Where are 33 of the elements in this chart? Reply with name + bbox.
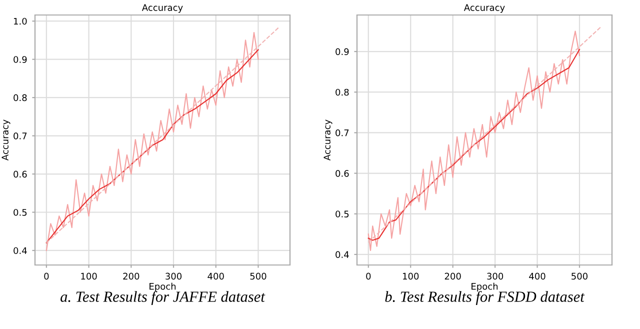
y-tick-label: 0.7 xyxy=(336,129,349,136)
y-tick-label: 0.6 xyxy=(14,170,27,178)
x-tick-label: 100 xyxy=(402,272,419,280)
y-tick-label: 0.9 xyxy=(336,48,349,56)
x-tick-label: 300 xyxy=(487,272,504,280)
y-tick-label: 0.6 xyxy=(336,170,349,177)
x-axis-title: Epoch xyxy=(472,282,498,292)
y-axis-title: Accuracy xyxy=(2,120,10,161)
text: a. Test Results for JAFFE dataset xyxy=(60,290,266,306)
x-tick-label: 200 xyxy=(123,272,140,280)
y-axis-title: Accuracy xyxy=(324,120,332,161)
y-tick-label: 0.8 xyxy=(14,94,27,102)
y-tick-label: 0.5 xyxy=(336,210,349,218)
x-tick-label: 0 xyxy=(44,272,49,280)
x-tick-label: 400 xyxy=(208,272,224,280)
x-tick-label: 200 xyxy=(444,272,461,280)
x-tick-label: 400 xyxy=(529,272,546,280)
y-tick-label: 0.9 xyxy=(14,56,27,63)
x-tick-label: 500 xyxy=(250,272,266,280)
y-tick-label: 0.4 xyxy=(14,247,27,254)
x-tick-label: 100 xyxy=(81,272,97,280)
chart-title: Accuracy xyxy=(464,4,505,13)
x-axis-title: Epoch xyxy=(150,282,176,292)
y-tick-label: 0.4 xyxy=(336,251,349,258)
y-tick-label: 1.0 xyxy=(14,18,27,25)
x-tick-label: 0 xyxy=(366,272,371,280)
x-tick-label: 300 xyxy=(166,272,182,280)
text: b. Test Results for FSDD dataset xyxy=(385,290,585,306)
chart-title: Accuracy xyxy=(142,4,183,13)
y-tick-label: 0.8 xyxy=(336,88,349,96)
x-tick-label: 500 xyxy=(572,272,588,280)
y-tick-label: 0.5 xyxy=(14,208,27,216)
y-tick-label: 0.7 xyxy=(14,132,27,140)
